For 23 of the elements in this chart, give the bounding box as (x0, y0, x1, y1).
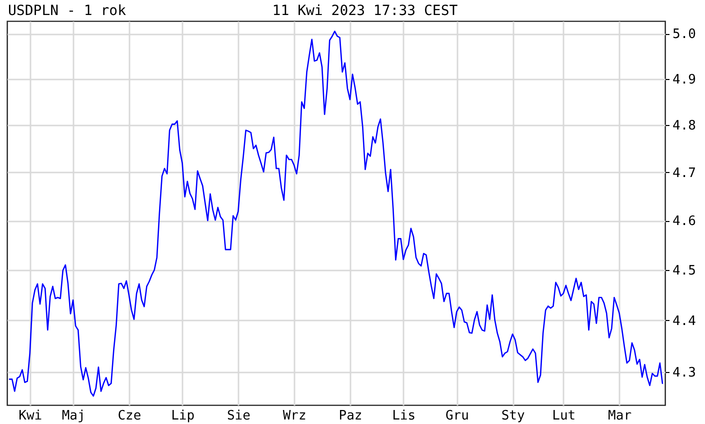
chart-subtitle: 11 Kwi 2023 17:33 CEST (272, 3, 458, 19)
y-tick-label: 4.4 (672, 314, 696, 329)
y-tick-label: 4.6 (672, 214, 696, 230)
y-tick-label: 4.5 (672, 263, 696, 278)
x-tick-label: Sie (226, 408, 251, 424)
x-tick-label: Wrz (282, 408, 306, 424)
x-tick-label: Paz (338, 408, 362, 424)
y-tick-label: 5.0 (672, 27, 696, 42)
x-tick-label: Lis (392, 408, 416, 424)
chart-title: USDPLN - 1 rok (8, 3, 127, 19)
y-tick-label: 4.3 (672, 365, 696, 380)
line-series (8, 30, 664, 397)
x-tick-label: Maj (62, 408, 86, 424)
x-tick-label: Lip (171, 408, 195, 424)
y-tick-label: 4.8 (672, 118, 696, 134)
x-tick-label: Mar (608, 408, 632, 424)
x-tick-label: Cze (118, 408, 142, 424)
x-tick-label: Gru (445, 408, 469, 424)
y-tick-label: 4.7 (672, 166, 696, 181)
x-tick-label: Lut (552, 408, 576, 424)
y-tick-label: 4.9 (672, 72, 696, 88)
x-tick-label: Sty (501, 408, 525, 424)
x-tick-label: Kwi (18, 408, 42, 424)
